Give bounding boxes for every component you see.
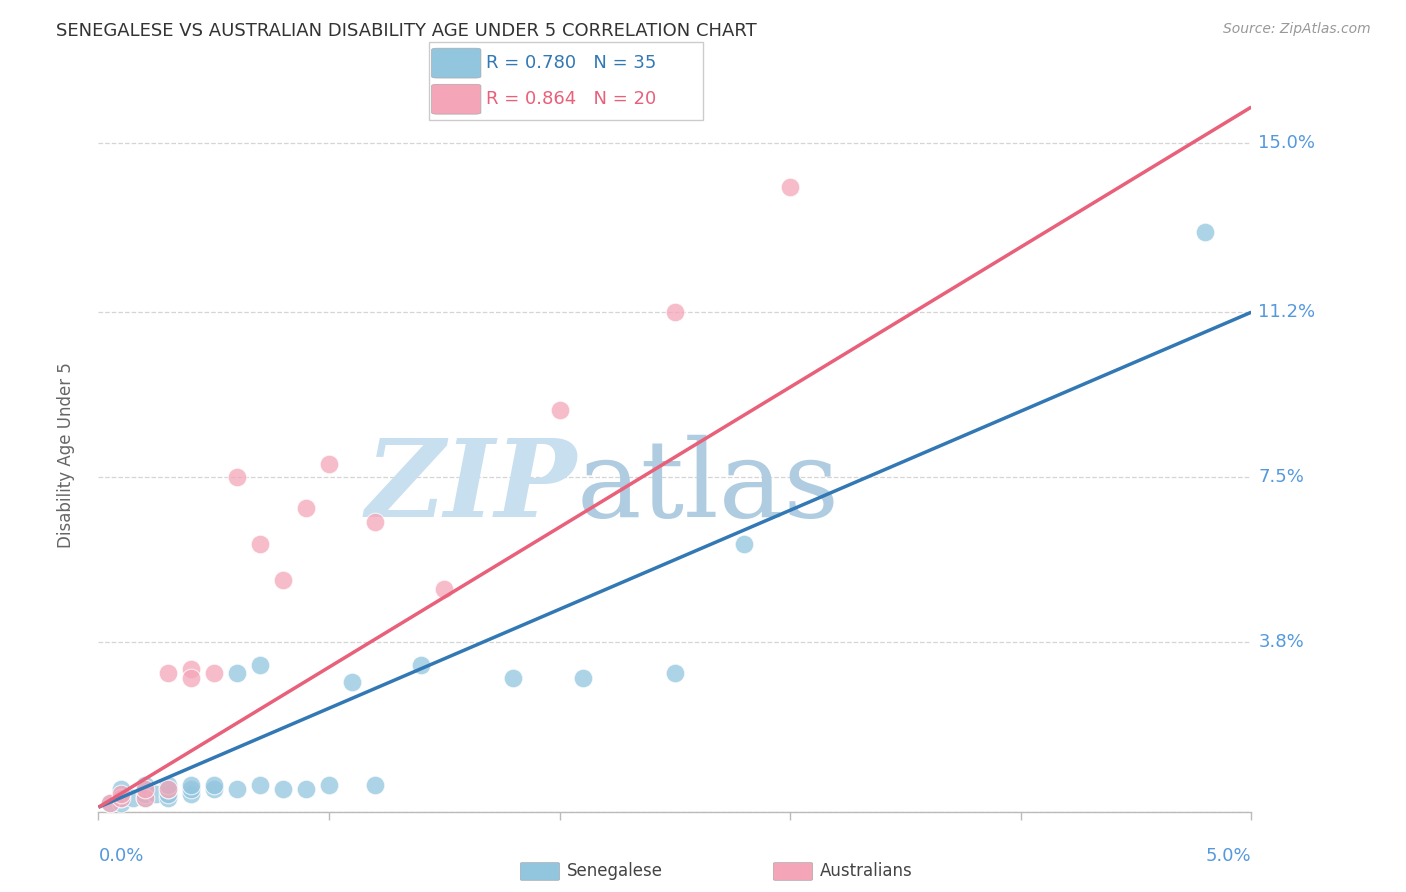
Point	[249, 657, 271, 672]
Point	[202, 782, 225, 797]
Point	[156, 787, 179, 801]
Text: 7.5%: 7.5%	[1258, 468, 1305, 486]
Text: atlas: atlas	[576, 434, 839, 540]
FancyBboxPatch shape	[520, 863, 560, 880]
Text: 5.0%: 5.0%	[1206, 847, 1251, 865]
Point	[249, 778, 271, 792]
Point	[318, 457, 340, 471]
Point	[134, 787, 156, 801]
Point	[733, 537, 755, 551]
Point	[156, 778, 179, 792]
Point	[225, 666, 247, 681]
FancyBboxPatch shape	[432, 48, 481, 78]
Point	[156, 666, 179, 681]
Point	[156, 791, 179, 805]
Text: 0.0%: 0.0%	[98, 847, 143, 865]
Point	[180, 787, 202, 801]
Point	[134, 791, 156, 805]
Point	[98, 796, 121, 810]
Point	[364, 515, 387, 529]
Point	[110, 782, 132, 797]
Point	[180, 671, 202, 685]
Point	[571, 671, 593, 685]
Y-axis label: Disability Age Under 5: Disability Age Under 5	[56, 362, 75, 548]
Point	[110, 787, 132, 801]
Point	[364, 778, 387, 792]
Point	[664, 666, 686, 681]
Point	[411, 657, 433, 672]
Point	[202, 778, 225, 792]
Point	[1194, 225, 1216, 239]
Point	[98, 796, 121, 810]
Point	[180, 662, 202, 676]
Point	[664, 305, 686, 319]
Point	[271, 573, 294, 587]
Point	[134, 782, 156, 797]
Text: 15.0%: 15.0%	[1258, 134, 1316, 152]
Text: SENEGALESE VS AUSTRALIAN DISABILITY AGE UNDER 5 CORRELATION CHART: SENEGALESE VS AUSTRALIAN DISABILITY AGE …	[56, 22, 756, 40]
Text: 11.2%: 11.2%	[1258, 303, 1316, 321]
Text: R = 0.780   N = 35: R = 0.780 N = 35	[486, 54, 657, 72]
Point	[110, 796, 132, 810]
Point	[433, 582, 456, 596]
Text: ZIP: ZIP	[366, 434, 576, 540]
Point	[180, 782, 202, 797]
Text: Senegalese: Senegalese	[567, 863, 662, 880]
Point	[295, 501, 318, 516]
Point	[318, 778, 340, 792]
Point	[156, 782, 179, 797]
Point	[110, 791, 132, 805]
Point	[145, 787, 167, 801]
Point	[295, 782, 318, 797]
Point	[134, 778, 156, 792]
Point	[340, 675, 363, 690]
Point	[110, 787, 132, 801]
Text: Source: ZipAtlas.com: Source: ZipAtlas.com	[1223, 22, 1371, 37]
Point	[249, 537, 271, 551]
Point	[202, 666, 225, 681]
Point	[225, 470, 247, 484]
Point	[110, 791, 132, 805]
Point	[548, 403, 571, 417]
Text: 3.8%: 3.8%	[1258, 633, 1305, 651]
FancyBboxPatch shape	[773, 863, 813, 880]
Text: R = 0.864   N = 20: R = 0.864 N = 20	[486, 90, 657, 108]
Text: Australians: Australians	[820, 863, 912, 880]
Point	[502, 671, 524, 685]
FancyBboxPatch shape	[432, 85, 481, 114]
Point	[180, 778, 202, 792]
Point	[271, 782, 294, 797]
Point	[122, 791, 145, 805]
Point	[134, 782, 156, 797]
Point	[156, 782, 179, 797]
Point	[779, 180, 801, 194]
Point	[225, 782, 247, 797]
Point	[134, 791, 156, 805]
